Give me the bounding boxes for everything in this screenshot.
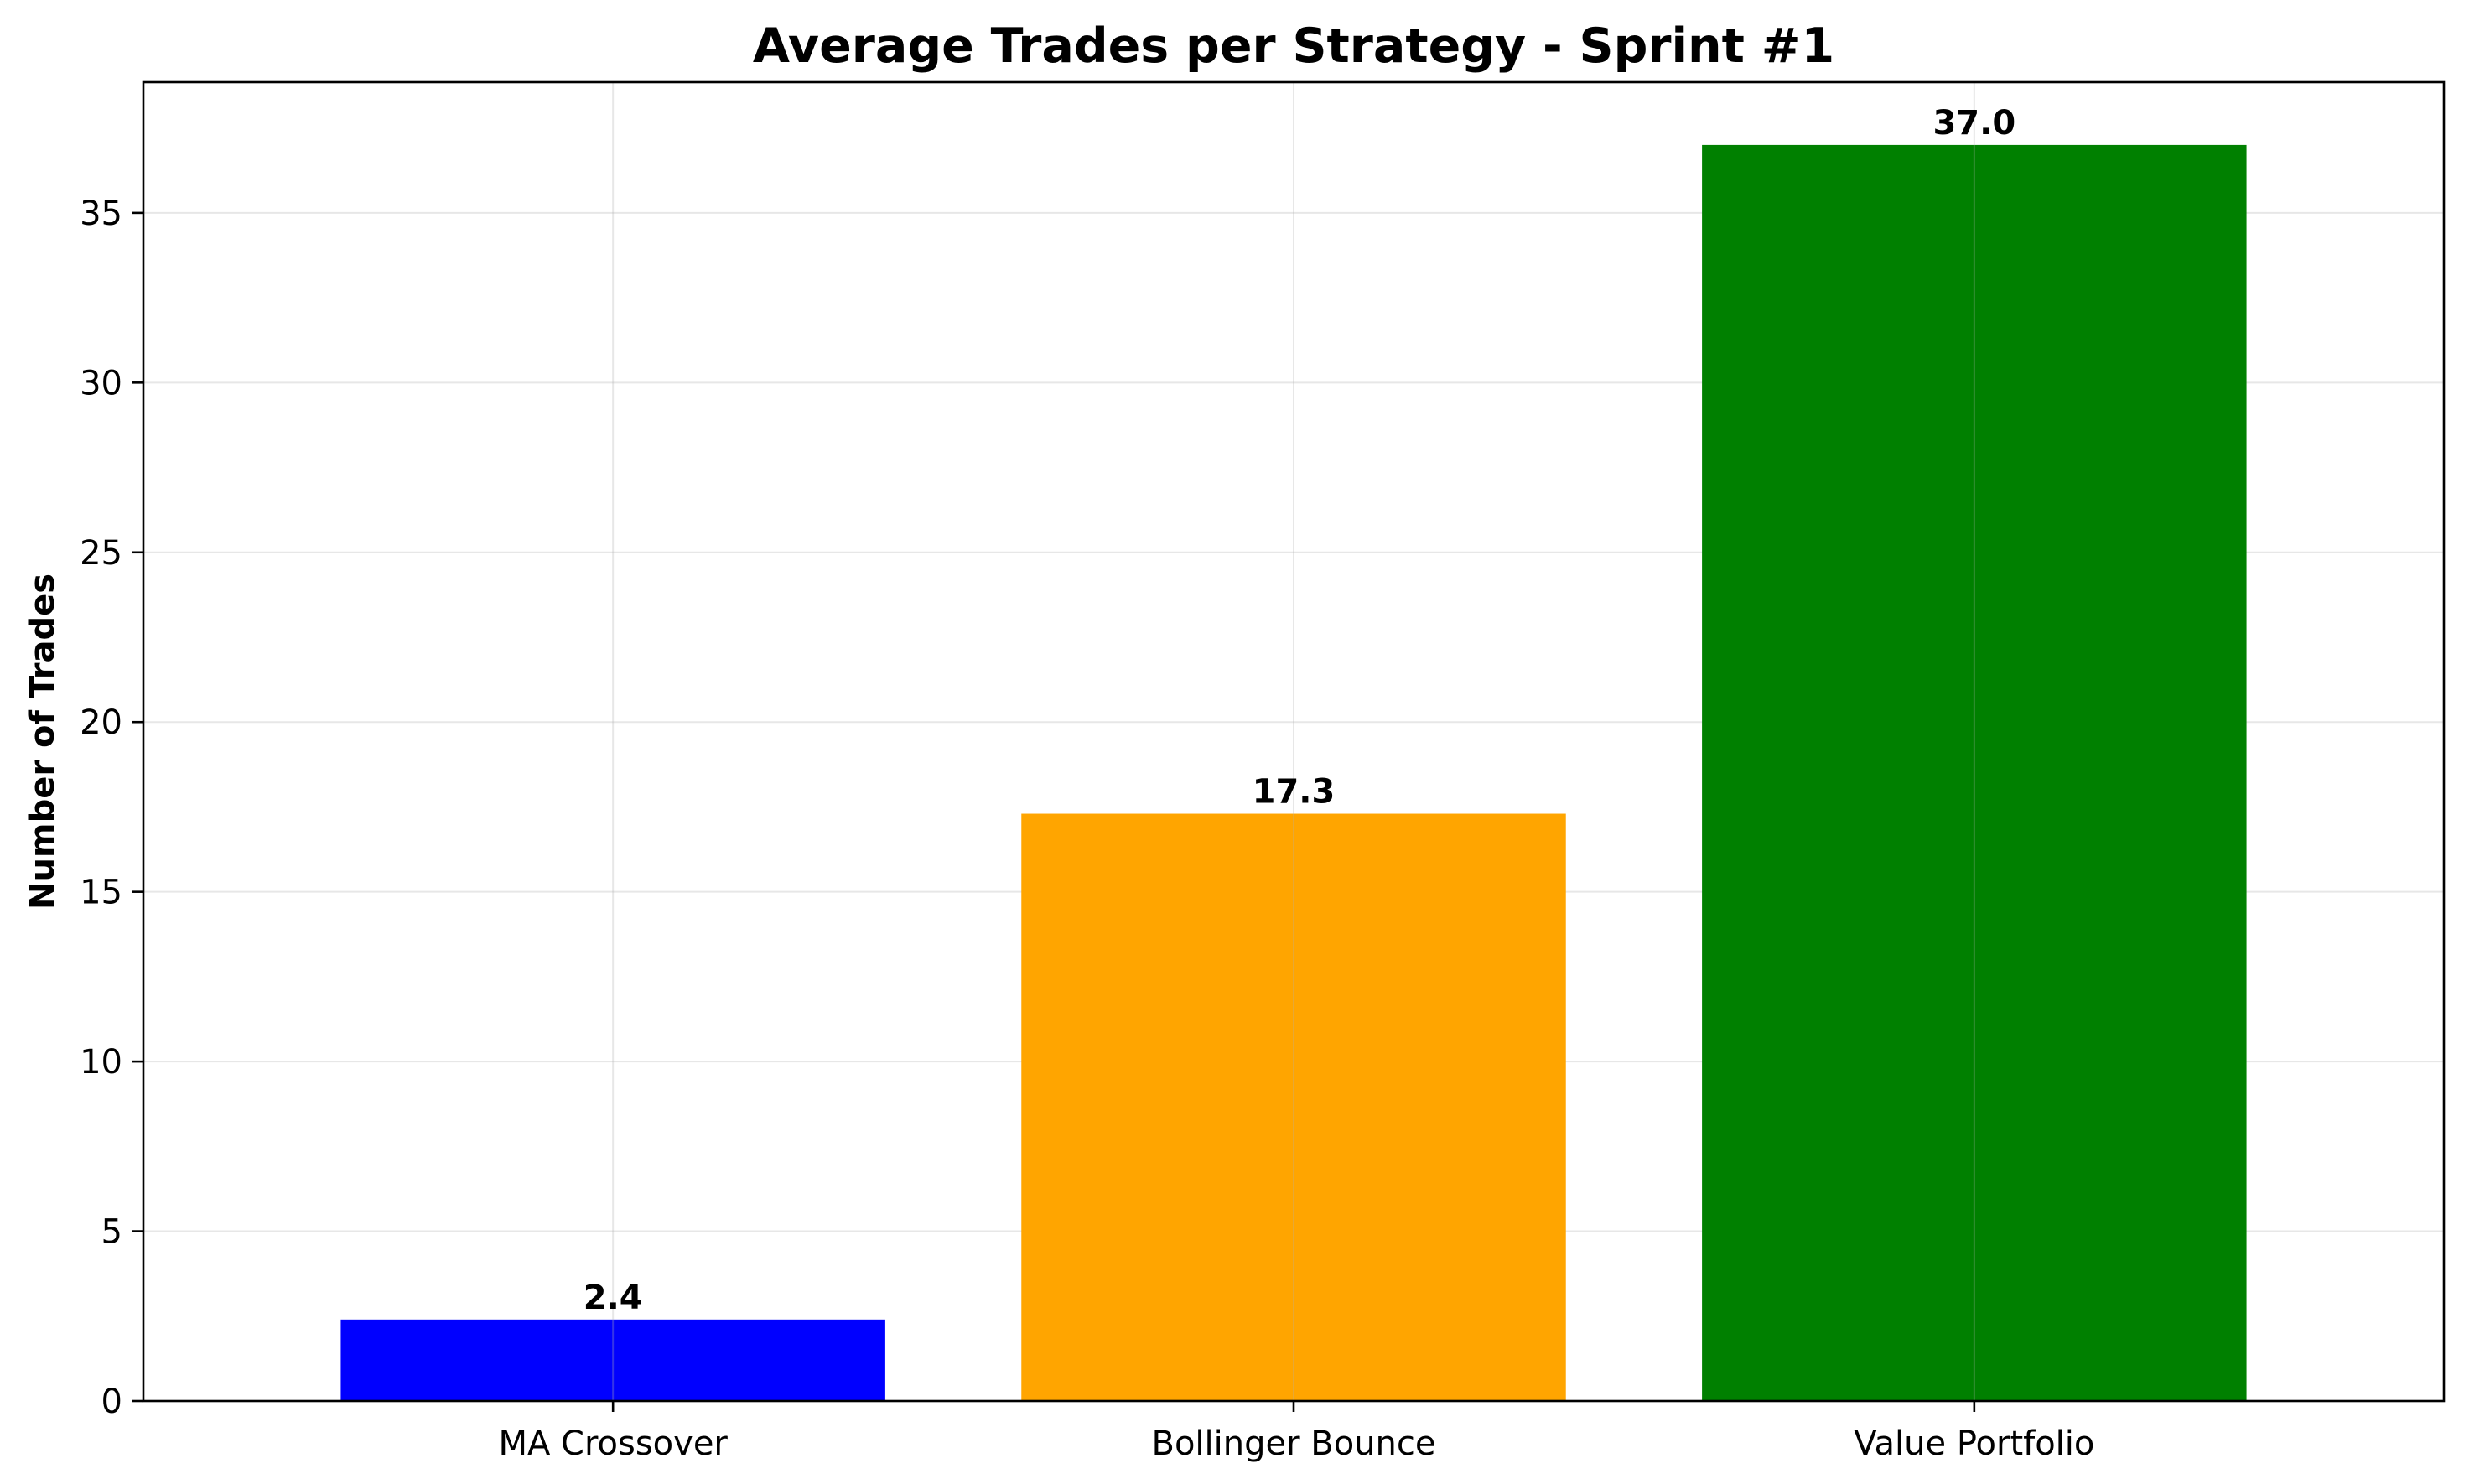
y-tick-label: 20 [80, 703, 122, 742]
vertical-grid-layer [612, 82, 1975, 1401]
chart-title: Average Trades per Strategy - Sprint #1 [753, 18, 1834, 74]
x-tick-label: Value Portfolio [1854, 1424, 2094, 1463]
y-tick-label: 30 [80, 364, 122, 402]
y-tick-label: 5 [101, 1213, 122, 1252]
bar-value-portfolio [1702, 144, 2247, 1401]
y-tick-label: 35 [80, 195, 122, 233]
x-tick-label: MA Crossover [498, 1424, 728, 1463]
bars-layer [340, 144, 2247, 1401]
y-axis-label: Number of Trades [23, 573, 62, 910]
bar-value-label: 2.4 [584, 1279, 643, 1317]
y-tick-label: 25 [80, 534, 122, 573]
bar-ma-crossover [340, 1319, 885, 1401]
y-tick-label: 10 [80, 1043, 122, 1082]
y-tick-label: 0 [101, 1383, 122, 1421]
bar-value-label: 37.0 [1932, 104, 2015, 143]
bar-bollinger-bounce [1021, 813, 1566, 1401]
y-tick-label: 15 [80, 874, 122, 912]
x-tick-label: Bollinger Bounce [1152, 1424, 1436, 1463]
axes-layer [132, 80, 2446, 1412]
bar-value-label: 17.3 [1253, 773, 1336, 812]
labels-layer: 0 5 10 15 20 25 30 35 MA Crossover Bollinger Boun… [80, 104, 2094, 1463]
